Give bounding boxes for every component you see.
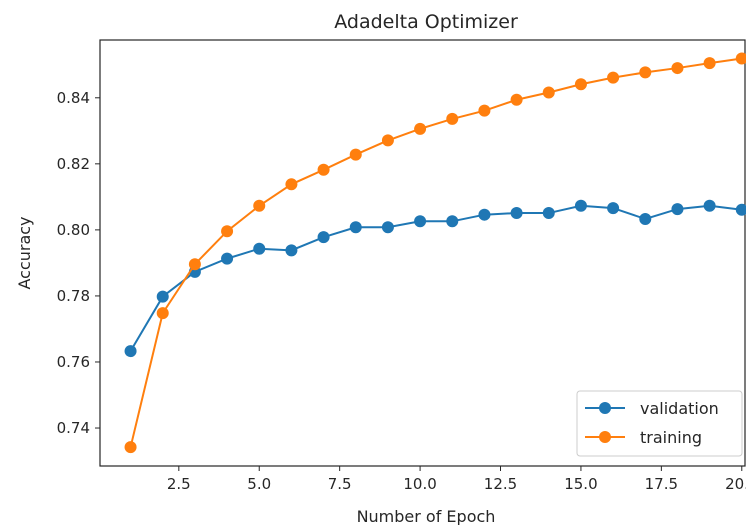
data-point-validation: [542, 207, 555, 220]
y-axis-ticks: 0.74 0.76 0.78 0.80 0.82 0.84: [57, 89, 100, 437]
data-point-training: [607, 71, 620, 84]
x-tick-label: 10.0: [403, 475, 436, 493]
x-tick-label: 17.5: [645, 475, 678, 493]
legend-validation-marker: [599, 402, 611, 414]
data-point-training: [221, 225, 234, 238]
legend-training-marker: [599, 431, 611, 443]
data-point-training: [639, 66, 652, 79]
series-line-validation: [129, 204, 742, 352]
y-tick-label: 0.74: [57, 419, 90, 437]
data-point-validation: [478, 208, 491, 221]
x-tick-label: 15.0: [564, 475, 597, 493]
data-point-validation: [607, 202, 620, 215]
y-tick-label: 0.76: [57, 353, 90, 371]
x-tick-label: 7.5: [328, 475, 352, 493]
data-point-validation: [221, 252, 234, 265]
plot-area: 2.55.07.510.012.515.017.520.0 0.740.760.…: [57, 39, 746, 493]
data-point-validation: [156, 290, 169, 303]
x-axis-title: Number of Epoch: [357, 507, 496, 525]
data-point-training: [478, 104, 491, 117]
data-point-training: [349, 148, 362, 161]
legend: validation training: [576, 390, 743, 457]
data-point-validation: [124, 345, 137, 358]
data-point-validation: [510, 207, 523, 220]
data-point-training: [285, 178, 298, 191]
data-point-training: [735, 52, 746, 65]
data-point-training: [542, 86, 555, 99]
x-tick-label: 2.5: [167, 475, 191, 493]
chart-title: Adadelta Optimizer: [334, 11, 518, 33]
data-point-training: [381, 134, 394, 147]
data-point-validation: [253, 242, 266, 255]
data-point-training: [188, 258, 201, 271]
y-axis-title: Accuracy: [15, 216, 34, 289]
data-point-validation: [349, 221, 362, 234]
legend-training-label: training: [640, 428, 702, 447]
data-point-validation: [446, 215, 459, 228]
y-tick-label: 0.84: [57, 89, 90, 107]
data-point-validation: [317, 231, 330, 244]
y-tick-label: 0.78: [57, 287, 90, 305]
data-point-validation: [574, 199, 587, 212]
y-tick-label: 0.80: [57, 221, 90, 239]
y-tick-label: 0.82: [57, 155, 90, 173]
data-point-training: [703, 57, 716, 70]
plot-frame: [99, 39, 746, 467]
data-point-training: [124, 441, 137, 454]
x-tick-label: 5.0: [247, 475, 271, 493]
data-point-validation: [639, 212, 652, 225]
data-point-validation: [414, 215, 427, 228]
legend-validation-label: validation: [640, 399, 719, 418]
x-axis-ticks: 2.5 5.0 7.5 10.0 12.5 15.0 17.5 20.0: [167, 466, 746, 493]
data-point-validation: [381, 221, 394, 234]
x-tick-label: 20.0: [725, 475, 746, 493]
data-point-validation: [703, 199, 716, 212]
data-point-training: [414, 122, 427, 135]
x-tick-label: 12.5: [484, 475, 517, 493]
data-point-training: [156, 307, 169, 320]
series-line-training: [129, 57, 742, 448]
data-point-training: [510, 93, 523, 106]
data-point-validation: [285, 244, 298, 257]
data-point-validation: [671, 203, 684, 216]
series-layer: [124, 52, 746, 454]
data-point-training: [446, 112, 459, 125]
data-point-validation: [735, 203, 746, 216]
data-point-training: [574, 78, 587, 91]
data-point-training: [253, 199, 266, 212]
data-point-training: [317, 163, 330, 176]
data-point-training: [671, 62, 684, 75]
